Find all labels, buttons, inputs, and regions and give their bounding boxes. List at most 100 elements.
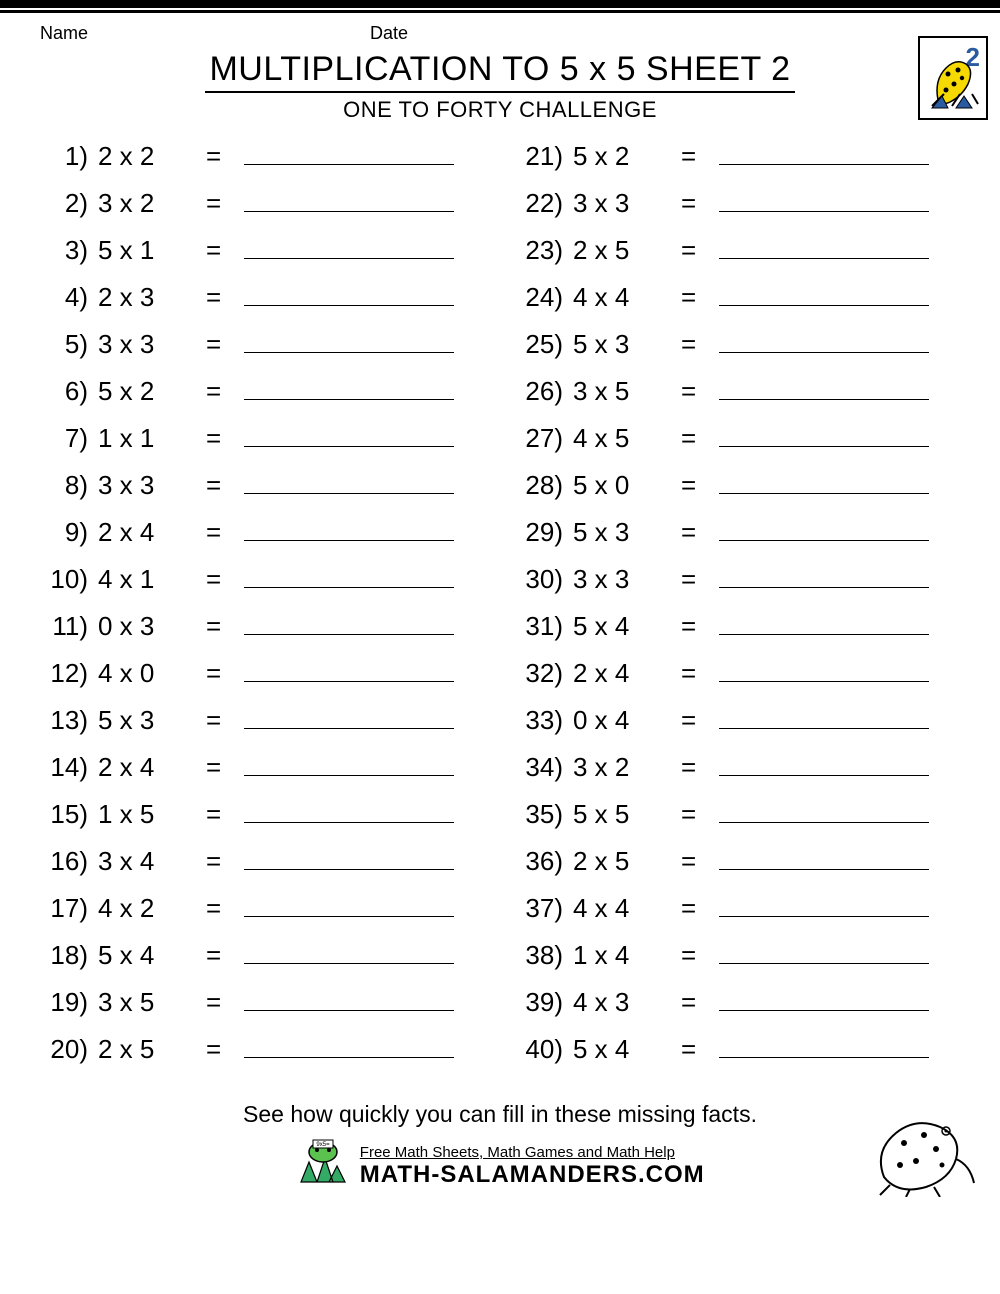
equals-sign: =	[188, 893, 238, 924]
equals-sign: =	[663, 188, 713, 219]
answer-blank[interactable]	[719, 184, 929, 212]
answer-blank[interactable]	[719, 654, 929, 682]
problem-number: 34)	[515, 752, 573, 783]
problem-expression: 1 x 4	[573, 940, 663, 971]
answer-blank[interactable]	[244, 278, 454, 306]
problem-expression: 3 x 5	[573, 376, 663, 407]
problem-row: 22)3 x 3=	[515, 184, 960, 231]
problem-number: 4)	[40, 282, 98, 313]
answer-blank[interactable]	[719, 372, 929, 400]
answer-blank[interactable]	[719, 748, 929, 776]
problem-row: 3)5 x 1=	[40, 231, 485, 278]
answer-blank[interactable]	[719, 983, 929, 1011]
answer-blank[interactable]	[719, 325, 929, 353]
equals-sign: =	[188, 282, 238, 313]
problem-row: 38)1 x 4=	[515, 936, 960, 983]
problem-expression: 4 x 1	[98, 564, 188, 595]
answer-blank[interactable]	[244, 983, 454, 1011]
equals-sign: =	[188, 1034, 238, 1065]
answer-blank[interactable]	[244, 466, 454, 494]
problem-expression: 2 x 5	[98, 1034, 188, 1065]
answer-blank[interactable]	[719, 842, 929, 870]
problem-expression: 0 x 3	[98, 611, 188, 642]
problem-expression: 4 x 3	[573, 987, 663, 1018]
answer-blank[interactable]	[244, 795, 454, 823]
problem-number: 8)	[40, 470, 98, 501]
problem-expression: 3 x 3	[573, 188, 663, 219]
problem-expression: 5 x 4	[573, 611, 663, 642]
answer-blank[interactable]	[244, 1030, 454, 1058]
problem-expression: 5 x 3	[98, 705, 188, 736]
answer-blank[interactable]	[244, 889, 454, 917]
answer-blank[interactable]	[719, 137, 929, 165]
answer-blank[interactable]	[719, 607, 929, 635]
problem-number: 31)	[515, 611, 573, 642]
problem-row: 18)5 x 4=	[40, 936, 485, 983]
problem-expression: 2 x 5	[573, 235, 663, 266]
answer-blank[interactable]	[719, 278, 929, 306]
problem-row: 40)5 x 4=	[515, 1030, 960, 1077]
problem-expression: 5 x 3	[573, 329, 663, 360]
equals-sign: =	[663, 329, 713, 360]
problem-expression: 5 x 0	[573, 470, 663, 501]
equals-sign: =	[663, 517, 713, 548]
problem-expression: 3 x 3	[98, 470, 188, 501]
equals-sign: =	[663, 611, 713, 642]
answer-blank[interactable]	[244, 513, 454, 541]
worksheet-title: MULTIPLICATION TO 5 x 5 SHEET 2	[205, 50, 794, 93]
answer-blank[interactable]	[719, 701, 929, 729]
problem-row: 21)5 x 2=	[515, 137, 960, 184]
problem-number: 30)	[515, 564, 573, 595]
problem-row: 15)1 x 5=	[40, 795, 485, 842]
problem-number: 13)	[40, 705, 98, 736]
answer-blank[interactable]	[719, 513, 929, 541]
problem-expression: 3 x 3	[98, 329, 188, 360]
problem-row: 2)3 x 2=	[40, 184, 485, 231]
answer-blank[interactable]	[244, 654, 454, 682]
problem-expression: 4 x 4	[573, 282, 663, 313]
answer-blank[interactable]	[244, 607, 454, 635]
answer-blank[interactable]	[719, 936, 929, 964]
problem-expression: 3 x 3	[573, 564, 663, 595]
equals-sign: =	[663, 893, 713, 924]
equals-sign: =	[663, 1034, 713, 1065]
problem-row: 33)0 x 4=	[515, 701, 960, 748]
problem-row: 35)5 x 5=	[515, 795, 960, 842]
name-label: Name	[40, 23, 370, 44]
answer-blank[interactable]	[244, 137, 454, 165]
answer-blank[interactable]	[719, 1030, 929, 1058]
problem-row: 28)5 x 0=	[515, 466, 960, 513]
equals-sign: =	[188, 846, 238, 877]
answer-blank[interactable]	[719, 795, 929, 823]
answer-blank[interactable]	[244, 184, 454, 212]
problem-row: 37)4 x 4=	[515, 889, 960, 936]
problem-expression: 5 x 2	[573, 141, 663, 172]
problem-row: 10)4 x 1=	[40, 560, 485, 607]
answer-blank[interactable]	[244, 748, 454, 776]
answer-blank[interactable]	[244, 419, 454, 447]
problem-expression: 5 x 5	[573, 799, 663, 830]
problem-number: 18)	[40, 940, 98, 971]
salamander-footer-icon	[870, 1107, 980, 1197]
answer-blank[interactable]	[719, 889, 929, 917]
answer-blank[interactable]	[244, 372, 454, 400]
answer-blank[interactable]	[244, 842, 454, 870]
answer-blank[interactable]	[719, 560, 929, 588]
problem-number: 19)	[40, 987, 98, 1018]
answer-blank[interactable]	[244, 701, 454, 729]
problem-row: 39)4 x 3=	[515, 983, 960, 1030]
problem-row: 20)2 x 5=	[40, 1030, 485, 1077]
answer-blank[interactable]	[719, 419, 929, 447]
answer-blank[interactable]	[719, 466, 929, 494]
answer-blank[interactable]	[244, 936, 454, 964]
problem-row: 11)0 x 3=	[40, 607, 485, 654]
problems-column-right: 21)5 x 2=22)3 x 3=23)2 x 5=24)4 x 4=25)5…	[515, 137, 960, 1077]
answer-blank[interactable]	[244, 325, 454, 353]
answer-blank[interactable]	[244, 231, 454, 259]
problem-row: 6)5 x 2=	[40, 372, 485, 419]
equals-sign: =	[188, 940, 238, 971]
answer-blank[interactable]	[719, 231, 929, 259]
problem-row: 31)5 x 4=	[515, 607, 960, 654]
equals-sign: =	[663, 423, 713, 454]
answer-blank[interactable]	[244, 560, 454, 588]
